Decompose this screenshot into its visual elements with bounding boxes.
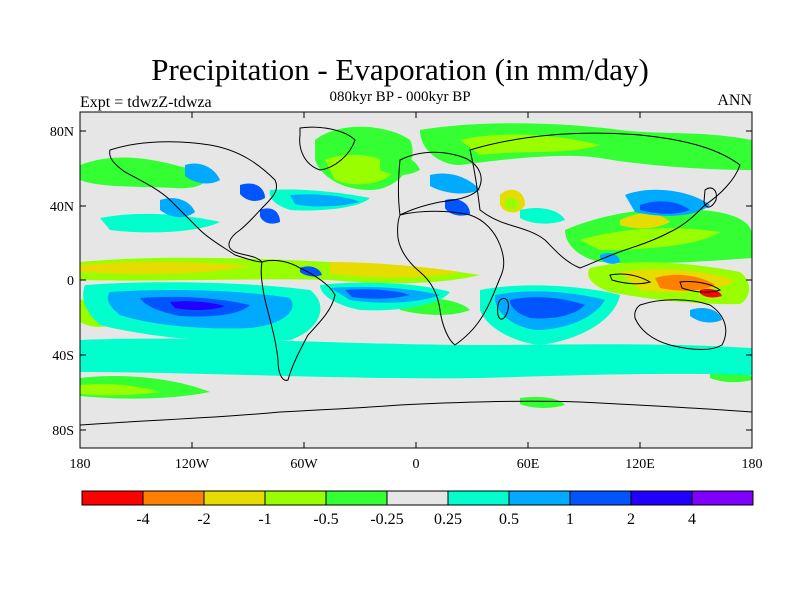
colorbar-swatch	[508, 490, 571, 506]
coast-madagascar	[497, 297, 509, 320]
coast-australia	[634, 299, 727, 350]
colorbar-label: -2	[197, 511, 210, 528]
colorbar: -4 -2 -1 -0.5 -0.25 0.25 0.5 1 2 4	[81, 490, 754, 528]
colorbar-swatch	[264, 490, 327, 506]
coast-greenland	[299, 126, 356, 171]
coast-north-america	[109, 141, 278, 263]
colorbar-label: 0.25	[434, 511, 462, 528]
coast-europe	[398, 151, 482, 216]
lat-tick-label: 40N	[50, 200, 74, 215]
colorbar-swatch	[81, 490, 144, 506]
colorbar-swatch	[142, 490, 205, 506]
coast-new-guinea	[679, 281, 722, 293]
map-title: Precipitation - Evaporation (in mm/day)	[151, 52, 649, 87]
experiment-label: Expt = tdwzZ-tdwza	[80, 94, 212, 111]
colorbar-label: -1	[258, 511, 271, 528]
colorbar-label: 1	[566, 511, 574, 528]
lon-tick-label: 60E	[517, 457, 540, 472]
colorbar-label: -0.25	[370, 511, 403, 528]
colorbar-swatch	[630, 490, 693, 506]
coast-asia	[469, 132, 741, 269]
colorbar-label: -4	[136, 511, 149, 528]
coast-south-america	[260, 259, 336, 381]
lon-tick-label: 0	[413, 457, 420, 472]
colorbar-swatch	[447, 490, 510, 506]
lat-tick-label: 80S	[52, 424, 74, 439]
coast-africa	[397, 210, 505, 346]
colorbar-swatch	[569, 490, 632, 506]
axis-ticks	[80, 112, 752, 448]
colorbar-swatch	[325, 490, 388, 506]
colorbar-label: -0.5	[313, 511, 338, 528]
lat-tick-label: 0	[67, 274, 74, 289]
lat-tick-label: 80N	[50, 125, 74, 140]
lat-tick-label: 40S	[52, 349, 74, 364]
precip-minus-evap-field	[80, 123, 752, 408]
lon-tick-label: 180	[742, 457, 763, 472]
colorbar-label: 2	[627, 511, 635, 528]
lon-tick-label: 60W	[290, 457, 318, 472]
colorbar-label: 4	[688, 511, 696, 528]
map-subtitle: 080kyr BP - 000kyr BP	[329, 89, 471, 105]
coast-antarctica	[80, 400, 752, 426]
wetting-regions	[80, 163, 752, 379]
colorbar-swatch	[386, 490, 449, 506]
lon-tick-label: 180	[70, 457, 91, 472]
colorbar-label: 0.5	[499, 511, 519, 528]
colorbar-swatch	[203, 490, 266, 506]
coast-japan	[703, 187, 717, 208]
lon-tick-label: 120W	[175, 457, 210, 472]
lon-tick-label: 120E	[625, 457, 655, 472]
colorbar-swatch	[691, 490, 754, 506]
season-label: ANN	[717, 92, 752, 109]
coastlines	[80, 126, 752, 426]
drying-regions	[80, 123, 752, 408]
coast-indonesia	[609, 273, 652, 285]
